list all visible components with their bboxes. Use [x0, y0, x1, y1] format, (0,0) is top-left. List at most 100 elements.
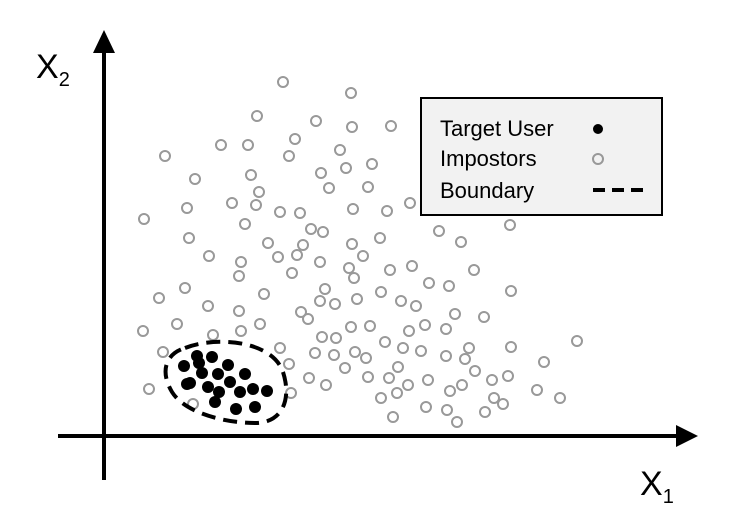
- legend-label-target: Target User: [440, 116, 554, 141]
- legend-label-impostors: Impostors: [440, 146, 537, 171]
- impostor-point: [203, 250, 215, 262]
- target-user-point: [178, 360, 190, 372]
- impostor-point: [159, 150, 171, 162]
- target-user-point: [213, 386, 225, 398]
- target-user-point: [181, 378, 193, 390]
- impostor-point: [157, 346, 169, 358]
- impostor-point: [346, 121, 358, 133]
- impostor-point: [254, 318, 266, 330]
- impostor-point: [343, 262, 355, 274]
- impostor-point: [497, 398, 509, 410]
- impostor-point: [362, 181, 374, 193]
- target-user-point: [193, 357, 205, 369]
- target-user-points: [178, 350, 273, 415]
- impostor-point: [440, 350, 452, 362]
- impostor-point: [345, 87, 357, 99]
- impostor-point: [305, 223, 317, 235]
- x-axis-arrow-icon: [676, 425, 698, 447]
- impostor-point: [291, 249, 303, 261]
- legend-box: [420, 97, 663, 216]
- boundary-curve: [163, 339, 289, 426]
- impostor-point: [323, 182, 335, 194]
- target-user-point: [206, 351, 218, 363]
- impostor-point: [239, 218, 251, 230]
- impostor-point: [316, 331, 328, 343]
- target-user-point: [234, 386, 246, 398]
- impostor-point: [419, 319, 431, 331]
- impostor-point: [297, 239, 309, 251]
- impostor-point: [387, 411, 399, 423]
- impostor-point: [274, 342, 286, 354]
- impostor-point: [375, 286, 387, 298]
- impostor-point: [346, 238, 358, 250]
- impostor-point: [440, 323, 452, 335]
- impostor-point: [415, 345, 427, 357]
- impostor-point: [345, 321, 357, 333]
- target-user-point: [249, 401, 261, 413]
- impostor-point: [250, 199, 262, 211]
- impostor-point: [314, 256, 326, 268]
- impostor-point: [348, 272, 360, 284]
- impostor-point: [402, 379, 414, 391]
- impostor-point: [233, 305, 245, 317]
- impostor-point: [379, 336, 391, 348]
- impostor-point: [319, 283, 331, 295]
- impostor-point: [395, 295, 407, 307]
- impostor-point: [571, 335, 583, 347]
- impostor-point: [397, 342, 409, 354]
- impostor-point: [309, 347, 321, 359]
- impostor-point: [456, 379, 468, 391]
- impostor-point: [374, 232, 386, 244]
- impostor-point: [315, 167, 327, 179]
- impostor-point: [391, 387, 403, 399]
- impostor-point: [274, 206, 286, 218]
- y-axis-arrow-icon: [93, 30, 115, 53]
- impostor-point: [143, 383, 155, 395]
- impostor-point: [334, 144, 346, 156]
- impostor-point: [357, 250, 369, 262]
- target-user-point: [230, 403, 242, 415]
- impostor-point: [262, 237, 274, 249]
- impostor-point: [283, 150, 295, 162]
- impostor-point: [137, 325, 149, 337]
- impostor-point: [329, 298, 341, 310]
- impostor-point: [383, 372, 395, 384]
- impostor-point: [320, 379, 332, 391]
- impostor-point: [303, 372, 315, 384]
- impostor-point: [479, 406, 491, 418]
- impostor-point: [392, 361, 404, 373]
- impostor-point: [554, 392, 566, 404]
- impostor-point: [286, 267, 298, 279]
- impostor-point: [505, 341, 517, 353]
- impostor-point: [183, 232, 195, 244]
- impostor-point: [478, 311, 490, 323]
- impostor-point: [381, 205, 393, 217]
- impostor-point: [285, 387, 297, 399]
- impostor-point: [233, 270, 245, 282]
- impostor-point: [181, 202, 193, 214]
- target-user-point: [247, 383, 259, 395]
- impostor-point: [235, 256, 247, 268]
- impostor-point: [328, 349, 340, 361]
- impostor-point: [504, 219, 516, 231]
- impostor-point: [420, 401, 432, 413]
- target-user-point: [261, 385, 273, 397]
- impostor-point: [486, 374, 498, 386]
- y-axis-label: X2: [36, 48, 70, 91]
- target-user-point: [239, 368, 251, 380]
- impostor-point: [360, 352, 372, 364]
- impostor-point: [385, 120, 397, 132]
- impostor-point: [502, 370, 514, 382]
- impostor-point: [366, 158, 378, 170]
- impostor-point: [351, 293, 363, 305]
- impostor-point: [463, 342, 475, 354]
- impostor-points: [137, 76, 583, 428]
- impostor-point: [531, 384, 543, 396]
- x-axis-label: X1: [640, 465, 674, 508]
- impostor-point: [251, 110, 263, 122]
- impostor-point: [226, 197, 238, 209]
- target-user-point: [224, 376, 236, 388]
- target-user-point: [196, 367, 208, 379]
- impostor-point: [375, 392, 387, 404]
- impostor-point: [153, 292, 165, 304]
